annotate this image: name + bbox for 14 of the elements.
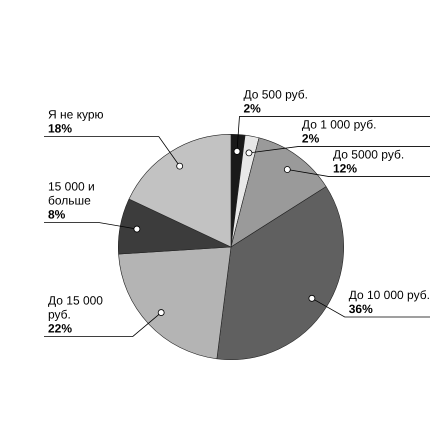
data-label: 2%: [302, 132, 320, 146]
data-label: 36%: [348, 302, 374, 316]
data-label: 2%: [243, 102, 262, 116]
data-label: 22%: [48, 321, 72, 336]
slice-label: До 10 000 руб.: [348, 288, 430, 302]
slice-label: До 5000 руб.: [333, 148, 404, 162]
slice-label: 15 000 и больше: [48, 180, 95, 208]
slice-label: До 15 000 руб.: [48, 293, 104, 322]
data-label: 8%: [48, 208, 66, 222]
slice-label: До 500 руб.: [243, 88, 308, 102]
data-label: 12%: [333, 162, 358, 176]
slice-label: Я не курю: [48, 108, 104, 122]
slice-label: До 1 000 руб.: [302, 118, 376, 132]
data-label: 18%: [48, 122, 72, 136]
